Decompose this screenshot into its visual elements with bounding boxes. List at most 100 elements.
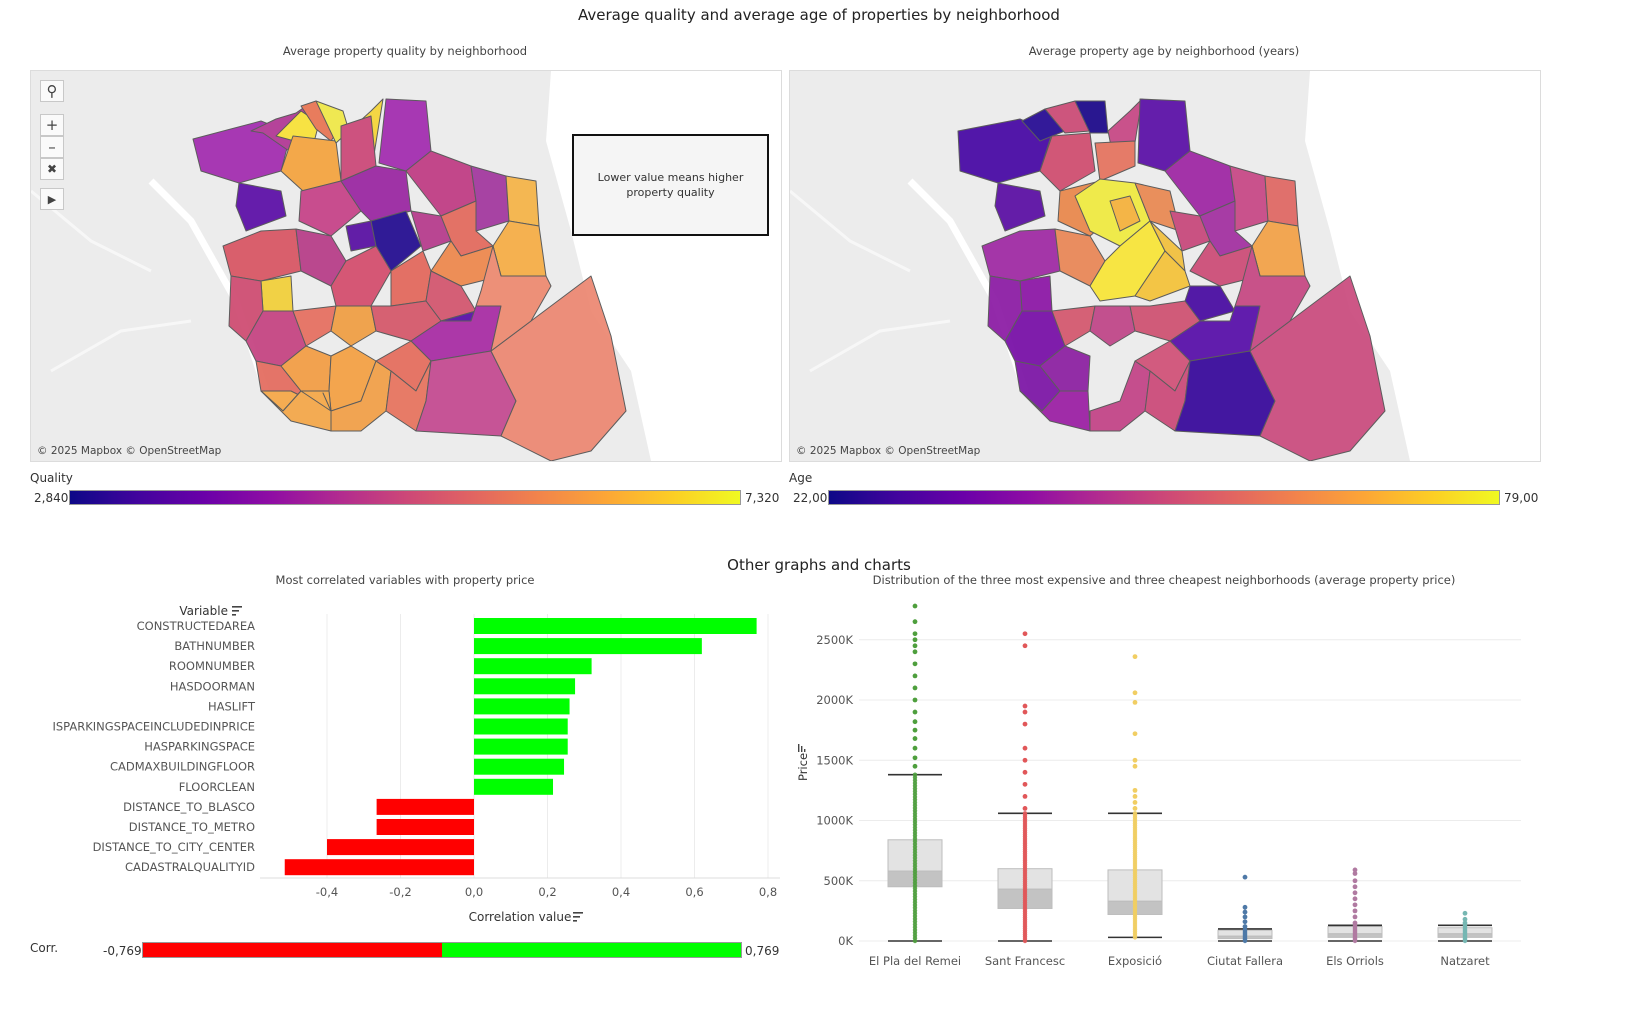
variable-label[interactable]: FLOORCLEAN	[179, 780, 255, 794]
correlation-bar[interactable]	[376, 819, 474, 835]
outlier-point[interactable]	[1132, 700, 1138, 705]
variable-label[interactable]: CADMAXBUILDINGFLOOR	[110, 760, 255, 774]
variable-label[interactable]: DISTANCE_TO_METRO	[129, 820, 255, 834]
outlier-point[interactable]	[1022, 794, 1028, 799]
age-map-attribution[interactable]: © 2025 Mapbox © OpenStreetMap	[796, 445, 981, 457]
outlier-point[interactable]	[1242, 904, 1248, 910]
outlier-point[interactable]	[1352, 896, 1358, 902]
price-point[interactable]	[1132, 811, 1138, 816]
variable-label[interactable]: ROOMNUMBER	[169, 659, 255, 673]
play-icon[interactable]: ▶	[40, 188, 64, 210]
box-group[interactable]	[1217, 874, 1273, 944]
outlier-point[interactable]	[1022, 769, 1028, 775]
variable-label[interactable]: DISTANCE_TO_BLASCO	[123, 800, 255, 814]
outlier-point[interactable]	[912, 649, 918, 655]
outlier-point[interactable]	[1132, 757, 1138, 763]
correlation-bar[interactable]	[376, 798, 474, 815]
outlier-point[interactable]	[1242, 914, 1248, 920]
outlier-point[interactable]	[1022, 806, 1028, 811]
outlier-point[interactable]	[912, 763, 918, 769]
sort-icon[interactable]	[573, 912, 583, 922]
correlation-bar[interactable]	[474, 778, 554, 795]
outlier-point[interactable]	[1352, 902, 1358, 908]
variable-label[interactable]: BATHNUMBER	[174, 639, 255, 653]
outlier-point[interactable]	[1352, 914, 1358, 920]
neighborhood-label[interactable]: El Pla del Remei	[869, 954, 961, 968]
age-map[interactable]: © 2025 Mapbox © OpenStreetMap	[789, 70, 1541, 462]
outlier-point[interactable]	[1022, 745, 1028, 751]
clear-selection-icon[interactable]: ✖	[40, 158, 64, 180]
variable-label[interactable]: ISPARKINGSPACEINCLUDEDINPRICE	[52, 720, 255, 734]
outlier-point[interactable]	[912, 709, 918, 715]
outlier-point[interactable]	[1132, 806, 1138, 811]
variable-label[interactable]: HASPARKINGSPACE	[144, 740, 255, 754]
outlier-point[interactable]	[1022, 721, 1028, 727]
outlier-point[interactable]	[1132, 690, 1138, 696]
neighborhood-label[interactable]: Sant Francesc	[985, 954, 1065, 968]
variable-label[interactable]: CONSTRUCTEDAREA	[137, 619, 256, 633]
outlier-point[interactable]	[912, 631, 918, 637]
outlier-point[interactable]	[1242, 909, 1248, 915]
variable-label[interactable]: HASLIFT	[208, 699, 256, 713]
outlier-point[interactable]	[1132, 654, 1138, 660]
variable-label[interactable]: HASDOORMAN	[170, 679, 255, 693]
outlier-point[interactable]	[1132, 794, 1138, 799]
price-point[interactable]	[912, 772, 918, 777]
correlation-bar[interactable]	[474, 618, 757, 634]
variable-header[interactable]: Variable	[179, 604, 228, 618]
sort-icon[interactable]	[798, 744, 806, 752]
correlation-bar[interactable]	[474, 718, 568, 735]
outlier-point[interactable]	[1132, 763, 1138, 769]
outlier-point[interactable]	[1242, 919, 1248, 925]
outlier-point[interactable]	[912, 603, 918, 609]
outlier-point[interactable]	[1462, 920, 1468, 926]
neighborhood-label[interactable]: Els Orriols	[1326, 954, 1384, 968]
correlation-bar[interactable]	[474, 658, 592, 675]
correlation-bar[interactable]	[474, 638, 702, 655]
variable-label[interactable]: DISTANCE_TO_CITY_CENTER	[93, 840, 255, 854]
correlation-bar[interactable]	[474, 758, 565, 775]
outlier-point[interactable]	[1132, 800, 1138, 805]
outlier-point[interactable]	[1352, 867, 1358, 873]
box-group[interactable]	[997, 631, 1053, 944]
outlier-point[interactable]	[912, 673, 918, 679]
quality-map-attribution[interactable]: © 2025 Mapbox © OpenStreetMap	[37, 445, 222, 457]
outlier-point[interactable]	[912, 745, 918, 751]
correlation-bar[interactable]	[284, 859, 474, 876]
price-point[interactable]	[1022, 811, 1028, 816]
outlier-point[interactable]	[1352, 908, 1358, 914]
outlier-point[interactable]	[1242, 924, 1248, 929]
outlier-point[interactable]	[1352, 884, 1358, 890]
outlier-point[interactable]	[1132, 731, 1138, 737]
outlier-point[interactable]	[1022, 643, 1028, 649]
outlier-point[interactable]	[1022, 703, 1028, 709]
zoom-in-icon[interactable]: +	[40, 114, 64, 136]
correlation-bar[interactable]	[474, 698, 570, 715]
outlier-point[interactable]	[1352, 920, 1358, 926]
outlier-point[interactable]	[1352, 890, 1358, 896]
outlier-point[interactable]	[912, 661, 918, 667]
box-group[interactable]	[1437, 910, 1493, 944]
outlier-point[interactable]	[1462, 910, 1468, 916]
age-map-canvas[interactable]	[790, 71, 1540, 461]
outlier-point[interactable]	[1352, 878, 1358, 884]
quality-map[interactable]: ⚲ + – ✖ ▶ Lower value means higher prope…	[30, 70, 782, 462]
outlier-point[interactable]	[912, 697, 918, 703]
outlier-point[interactable]	[912, 755, 918, 761]
outlier-point[interactable]	[1022, 709, 1028, 715]
neighborhood-label[interactable]: Ciutat Fallera	[1207, 954, 1283, 968]
neighborhood-label[interactable]: Natzaret	[1440, 954, 1490, 968]
correlation-chart[interactable]: Variable CONSTRUCTEDAREA BATHNUMBER ROOMNU…	[0, 592, 790, 962]
outlier-point[interactable]	[1352, 871, 1358, 876]
outlier-point[interactable]	[1242, 874, 1248, 880]
quality-map-canvas[interactable]	[31, 71, 781, 461]
outlier-point[interactable]	[1022, 781, 1028, 787]
correlation-bar[interactable]	[327, 839, 474, 856]
box-group[interactable]	[1327, 867, 1383, 944]
search-icon[interactable]: ⚲	[40, 80, 64, 102]
outlier-point[interactable]	[912, 736, 918, 741]
zoom-out-icon[interactable]: –	[40, 136, 64, 158]
correlation-bar[interactable]	[474, 678, 576, 695]
variable-label[interactable]: CADASTRALQUALITYID	[125, 860, 255, 874]
sort-icon[interactable]	[232, 606, 242, 616]
